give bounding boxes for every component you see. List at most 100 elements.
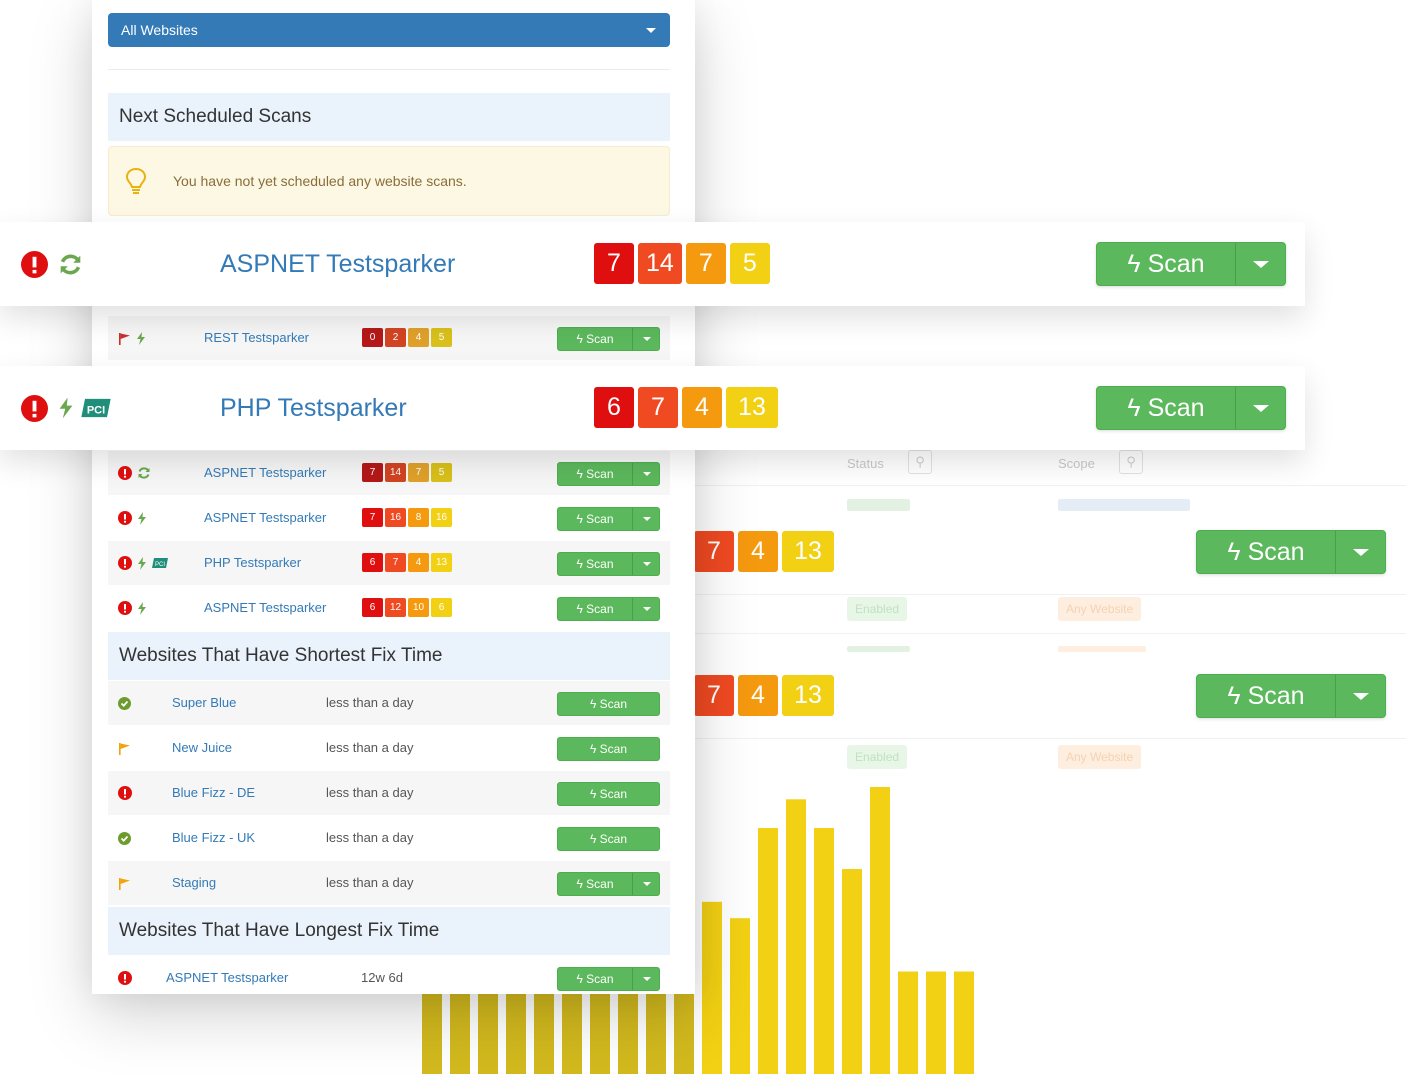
featured-website-row[interactable]: ASPNET Testsparker 7 14 7 5 ϟ Scan [0,222,1305,306]
scan-split-button[interactable]: ϟ Scan [557,552,660,576]
scan-button[interactable]: ϟ Scan [576,512,614,526]
website-name-link[interactable]: ASPNET Testsparker [166,970,289,985]
error-icon [21,395,48,422]
table-row[interactable]: ASPNET Testsparker 7 14 7 5 ϟ Scan [108,451,670,495]
scan-split-button[interactable]: ϟ Scan [557,967,660,991]
scan-options-dropdown[interactable] [632,463,660,485]
scan-split-button[interactable]: ϟ Scan [1096,242,1286,286]
svg-text:PCI: PCI [87,405,105,417]
low-count-badge: 13 [782,531,834,572]
table-divider [690,738,1406,739]
table-row[interactable]: ASPNET Testsparker 12w 6d ϟ Scan [108,956,670,1000]
caret-down-icon [643,977,651,981]
scan-options-dropdown[interactable] [1235,387,1285,429]
scan-button[interactable]: ϟ Scan [557,692,660,716]
scan-options-dropdown[interactable] [632,508,660,530]
website-name-link[interactable]: REST Testsparker [204,330,310,345]
chart-bar [702,901,722,1074]
medium-count-badge: 4 [408,553,429,572]
table-row[interactable]: Staging less than a day ϟ Scan [108,861,670,905]
website-name-link[interactable]: Staging [172,875,217,890]
status-enabled-badge: Enabled [847,745,908,769]
website-name-link[interactable]: ASPNET Testsparker [204,465,327,480]
scan-split-button[interactable]: ϟ Scan [1196,530,1386,574]
scan-button[interactable]: ϟ Scan [576,332,614,346]
error-icon [118,556,132,570]
scan-options-dropdown[interactable] [632,873,660,895]
table-row[interactable]: New Juice less than a day ϟ Scan [108,726,670,770]
scan-options-dropdown[interactable] [632,328,660,350]
scan-options-dropdown[interactable] [632,553,660,575]
website-name-link[interactable]: ASPNET Testsparker [204,510,327,525]
medium-count-badge: 7 [685,243,726,284]
scan-button[interactable]: ϟ Scan [557,737,660,761]
scan-options-dropdown[interactable] [1335,531,1385,573]
website-name-link[interactable]: PHP Testsparker [220,394,407,422]
scan-split-button[interactable]: ϟ Scan [557,872,660,896]
divider [108,69,670,70]
scope-any-website-badge: Any Website [1058,745,1142,769]
caret-down-icon [643,882,651,886]
table-row[interactable]: Super Blue less than a day ϟ Scan [108,681,670,725]
chart-bar [674,992,694,1074]
bolt-icon: ϟ [1227,538,1241,566]
scan-split-button[interactable]: ϟ Scan [557,597,660,621]
scan-split-button[interactable]: ϟ Scan [557,462,660,486]
scope-pill-ghost [1058,646,1146,652]
scan-button[interactable]: ϟ Scan [1127,394,1205,422]
status-pill-ghost [847,499,910,511]
scan-options-dropdown[interactable] [632,968,660,990]
shortest-fix-time-heading: Websites That Have Shortest Fix Time [108,632,670,680]
alert-message: You have not yet scheduled any website s… [173,173,467,189]
scope-column-header: Scope [1058,456,1095,471]
refresh-icon[interactable] [58,252,83,277]
high-count-badge: 16 [385,508,406,527]
low-count-badge: 5 [729,243,770,284]
caret-down-icon [1353,549,1369,556]
scan-button[interactable]: ϟ Scan [1227,682,1305,710]
scan-options-dropdown[interactable] [1235,243,1285,285]
scan-button[interactable]: ϟ Scan [576,557,614,571]
scan-options-dropdown[interactable] [632,598,660,620]
table-row[interactable]: Blue Fizz - UK less than a day ϟ Scan [108,816,670,860]
scan-split-button[interactable]: ϟ Scan [1196,674,1386,718]
fix-time-value: less than a day [326,785,414,800]
website-name-link[interactable]: ASPNET Testsparker [204,600,327,615]
website-filter-select[interactable]: All Websites [108,13,670,47]
website-name-link[interactable]: Blue Fizz - UK [172,830,256,845]
table-row[interactable]: Blue Fizz - DE less than a day ϟ Scan [108,771,670,815]
caret-down-icon [1253,405,1269,412]
scan-button[interactable]: ϟ Scan [576,602,614,616]
scan-split-button[interactable]: ϟ Scan [1096,386,1286,430]
scan-button[interactable]: ϟ Scan [576,972,614,986]
table-row[interactable]: REST Testsparker 0 2 4 5 ϟ Scan [108,316,670,360]
website-name-link[interactable]: New Juice [172,740,232,755]
severity-badges: 7 16 8 16 [362,508,452,527]
scan-button[interactable]: ϟ Scan [576,877,614,891]
website-name-link[interactable]: PHP Testsparker [204,555,302,570]
website-name-link[interactable]: ASPNET Testsparker [220,250,456,278]
scan-button[interactable]: ϟ Scan [557,782,660,806]
scan-split-button[interactable]: ϟ Scan [557,327,660,351]
flag-icon [119,877,130,890]
table-row[interactable]: ASPNET Testsparker 6 12 10 6 ϟ Scan [108,586,670,630]
low-count-badge: 5 [431,463,452,482]
featured-website-row[interactable]: PCI PHP Testsparker 6 7 4 13 ϟ Scan [0,366,1305,450]
scan-button[interactable]: ϟ Scan [576,467,614,481]
website-name-link[interactable]: Super Blue [172,695,237,710]
chart-bar [954,971,974,1074]
website-name-link[interactable]: Blue Fizz - DE [172,785,256,800]
scan-button[interactable]: ϟ Scan [1127,250,1205,278]
scan-split-button[interactable]: ϟ Scan [557,507,660,531]
scope-filter-search-icon[interactable]: ⚲ [1119,450,1143,474]
table-row[interactable]: ASPNET Testsparker 7 16 8 16 ϟ Scan [108,496,670,540]
scan-button[interactable]: ϟ Scan [1227,538,1305,566]
caret-down-icon [643,517,651,521]
scan-button[interactable]: ϟ Scan [557,827,660,851]
scan-options-dropdown[interactable] [1335,675,1385,717]
severity-badges: 0 2 4 5 [362,328,452,347]
status-filter-search-icon[interactable]: ⚲ [908,450,932,474]
table-row[interactable]: PCI PHP Testsparker 6 7 4 13 ϟ Scan [108,541,670,585]
